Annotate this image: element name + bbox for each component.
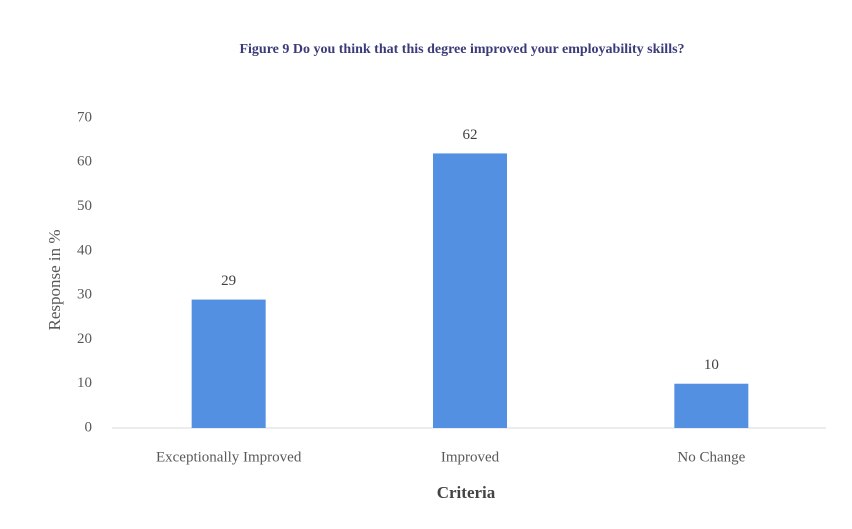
y-tick-label: 10 <box>77 375 92 391</box>
y-tick-label: 60 <box>77 154 92 170</box>
chart-title: Figure 9 Do you think that this degree i… <box>239 42 685 57</box>
bar <box>674 383 749 428</box>
x-tick-label: Improved <box>441 449 500 465</box>
data-label: 29 <box>221 273 236 289</box>
y-tick-label: 30 <box>77 287 92 303</box>
data-label: 62 <box>463 127 478 143</box>
y-tick-label: 70 <box>77 109 92 125</box>
bar <box>191 299 266 428</box>
y-tick-label: 40 <box>77 242 92 258</box>
y-tick-label: 20 <box>77 331 92 347</box>
x-tick-label: No Change <box>677 449 745 465</box>
x-axis-title: Criteria <box>437 483 496 502</box>
x-tick-label: Exceptionally Improved <box>156 449 302 465</box>
y-tick-label: 0 <box>85 419 93 435</box>
data-label: 10 <box>704 357 719 373</box>
bar <box>433 153 507 428</box>
y-axis-title: Response in % <box>45 229 64 330</box>
y-tick-label: 50 <box>77 198 92 214</box>
